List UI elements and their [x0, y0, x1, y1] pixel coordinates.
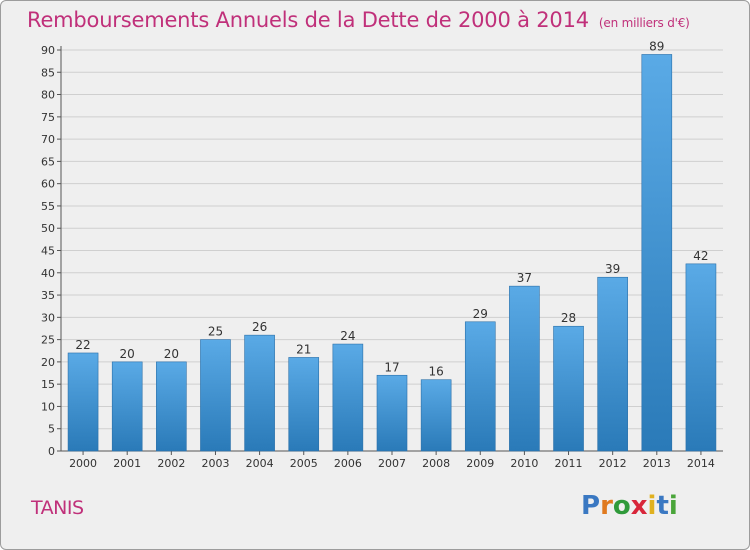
y-tick-label: 50 [41, 222, 55, 235]
y-tick-label: 40 [41, 267, 55, 280]
y-tick-label: 80 [41, 89, 55, 102]
x-tick-label-2006: 2006 [334, 457, 362, 470]
x-tick-label-2013: 2013 [643, 457, 671, 470]
bars [67, 54, 717, 452]
y-tick-label: 75 [41, 111, 55, 124]
data-label-2012: 39 [605, 262, 620, 276]
bar-2009 [464, 321, 496, 452]
bar-2005 [288, 357, 320, 452]
bar-2011 [553, 325, 584, 452]
logo-letter: P [581, 491, 601, 521]
bar-2012 [597, 276, 628, 452]
x-tick-label-2002: 2002 [157, 457, 185, 470]
x-tick-label-2008: 2008 [422, 457, 450, 470]
x-tick-label-2001: 2001 [113, 457, 141, 470]
chart-title-text: Remboursements Annuels de la Dette de 20… [27, 8, 589, 32]
logo-letter: i [668, 491, 678, 521]
data-label-2003: 25 [208, 325, 223, 339]
bar-2006 [332, 343, 364, 452]
logo-letter: r [600, 491, 613, 521]
y-tick-label: 0 [48, 445, 55, 458]
bar-2007 [376, 374, 408, 452]
y-tick-label: 70 [41, 133, 55, 146]
x-tick-label-2000: 2000 [69, 457, 97, 470]
data-label-2013: 89 [649, 39, 664, 53]
y-tick-label: 25 [41, 334, 55, 347]
bar-2014 [685, 263, 717, 452]
y-tick-label: 55 [41, 200, 55, 213]
data-label-2008: 16 [428, 365, 443, 379]
y-tick-label: 60 [41, 178, 55, 191]
chart-unit-note: (en milliers d'€) [598, 16, 690, 30]
data-label-2006: 24 [340, 329, 355, 343]
x-tick-label-2005: 2005 [290, 457, 318, 470]
x-tick-label-2009: 2009 [466, 457, 494, 470]
bar-2004 [244, 334, 275, 452]
logo-letter: o [612, 491, 631, 521]
x-tick-label-2014: 2014 [687, 457, 715, 470]
x-tick-label-2012: 2012 [599, 457, 627, 470]
bar-2002 [156, 361, 187, 452]
bar-2010 [509, 285, 540, 452]
proxiti-logo: Proxiti [581, 491, 678, 521]
data-label-2002: 20 [164, 347, 179, 361]
data-label-2010: 37 [517, 271, 532, 285]
y-tick-label: 65 [41, 155, 55, 168]
data-label-2004: 26 [252, 320, 267, 334]
x-tick-label-2011: 2011 [555, 457, 583, 470]
x-tick-label-2007: 2007 [378, 457, 406, 470]
y-tick-label: 15 [41, 378, 55, 391]
y-tick-label: 90 [41, 44, 55, 57]
bar-2013 [641, 54, 673, 452]
x-tick-label-2010: 2010 [510, 457, 538, 470]
y-tick-label: 10 [41, 400, 55, 413]
data-label-2005: 21 [296, 342, 311, 356]
bar-2008 [420, 379, 452, 452]
tick-labels: 0 5 10 15 20 25 30 35 40 45 50 55 60 65 70 75 80 85 90 2000… [41, 44, 715, 470]
data-label-2014: 42 [693, 249, 708, 263]
bar-2001 [111, 361, 143, 452]
x-tick-label-2003: 2003 [201, 457, 229, 470]
chart-title: Remboursements Annuels de la Dette de 20… [27, 8, 690, 32]
y-tick-label: 35 [41, 289, 55, 302]
data-label-2009: 29 [473, 307, 488, 321]
logo-letter: x [630, 491, 648, 521]
logo-letter: i [647, 491, 657, 521]
y-tick-label: 30 [41, 311, 55, 324]
y-tick-label: 45 [41, 245, 55, 258]
y-tick-label: 5 [48, 423, 55, 436]
bar-2003 [200, 339, 231, 452]
x-tick-label-2004: 2004 [246, 457, 274, 470]
data-label-2001: 20 [120, 347, 135, 361]
commune-name: TANIS [31, 497, 84, 519]
data-label-2011: 28 [561, 311, 576, 325]
y-tick-label: 20 [41, 356, 55, 369]
data-label-2000: 22 [75, 338, 90, 352]
logo-letter: t [656, 491, 669, 521]
data-labels: 22 20 20 25 26 21 24 17 16 29 37 28 39 89 42 [75, 39, 708, 378]
y-tick-label: 85 [41, 66, 55, 79]
data-label-2007: 17 [384, 360, 399, 374]
bar-2000 [67, 352, 99, 452]
